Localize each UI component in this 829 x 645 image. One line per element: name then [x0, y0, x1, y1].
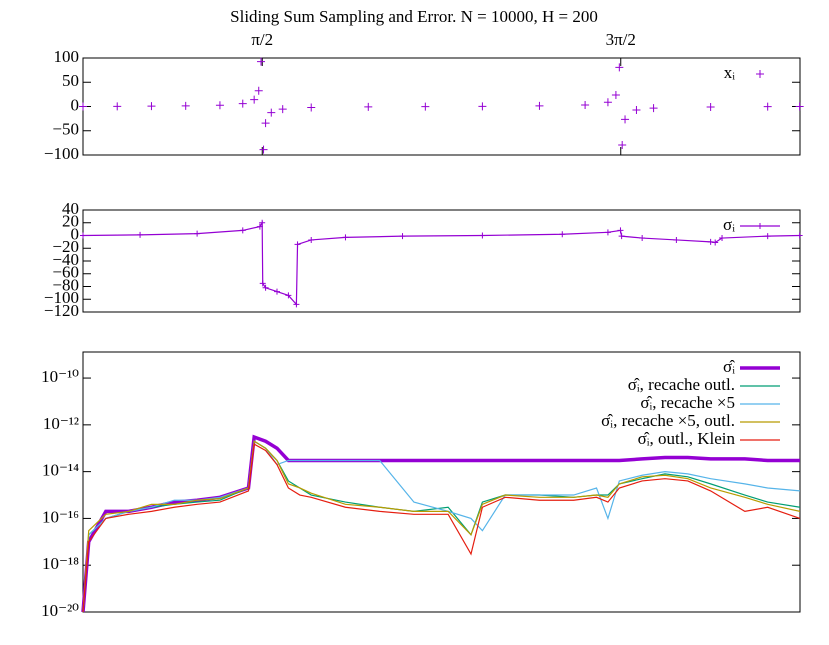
- y-tick-label: 40: [62, 199, 79, 218]
- point-marker: [399, 233, 406, 240]
- x-tick-label: π/2: [251, 30, 273, 49]
- point-marker: [617, 227, 624, 234]
- point-marker: [615, 63, 624, 72]
- point-marker: [285, 292, 292, 299]
- y-tick-label: 50: [62, 71, 79, 90]
- y-tick-label: −20: [52, 237, 79, 256]
- y-tick-label: 10⁻¹²: [43, 414, 79, 433]
- point-marker: [267, 108, 276, 117]
- point-marker: [215, 101, 224, 110]
- series-line: [82, 443, 801, 613]
- legend-label: xᵢ: [724, 63, 736, 82]
- y-tick-label: −100: [44, 288, 79, 307]
- y-tick-label: −50: [52, 120, 79, 139]
- series-line: [81, 434, 800, 613]
- point-marker: [250, 95, 259, 104]
- point-marker: [611, 91, 620, 100]
- point-marker: [273, 288, 280, 295]
- point-marker: [618, 233, 625, 240]
- y-tick-label: 0: [71, 95, 80, 114]
- y-tick-label: 0: [71, 224, 80, 243]
- point-marker: [639, 235, 646, 242]
- point-marker: [478, 102, 487, 111]
- series-line: [82, 440, 801, 613]
- y-tick-label: 10⁻¹⁰: [41, 367, 79, 386]
- point-marker: [364, 102, 373, 111]
- point-marker: [649, 104, 658, 113]
- point-marker: [238, 99, 247, 108]
- point-marker: [421, 102, 430, 111]
- point-marker: [79, 102, 87, 111]
- legend-label: σᵢ: [723, 215, 735, 234]
- point-marker: [796, 232, 803, 239]
- point-marker: [259, 219, 266, 226]
- y-tick-label: 10⁻¹⁴: [42, 461, 79, 480]
- legend-marker: [757, 223, 763, 229]
- series-line: [82, 220, 800, 306]
- point-marker: [256, 223, 263, 230]
- chart-title: Sliding Sum Sampling and Error. N = 1000…: [230, 7, 598, 26]
- point-marker: [712, 239, 719, 246]
- point-marker: [181, 101, 190, 110]
- point-marker: [535, 101, 544, 110]
- point-marker: [308, 236, 315, 243]
- point-marker: [603, 98, 612, 107]
- point-marker: [278, 105, 287, 114]
- plot-frame: [82, 351, 801, 613]
- legend-label: σ̂ᵢ, outl., Klein: [638, 429, 736, 448]
- point-marker: [632, 105, 641, 114]
- point-marker: [479, 232, 486, 239]
- point-marker: [137, 231, 144, 238]
- point-marker: [294, 241, 301, 248]
- point-marker: [307, 103, 316, 112]
- point-marker: [259, 145, 268, 154]
- y-tick-label: −80: [52, 275, 79, 294]
- legend-label: σ̂ᵢ, recache ×5, outl.: [601, 411, 735, 430]
- point-marker: [673, 236, 680, 243]
- point-marker: [254, 86, 263, 95]
- point-marker: [618, 141, 627, 150]
- point-marker: [293, 301, 300, 308]
- point-marker: [113, 102, 122, 111]
- point-marker: [795, 102, 804, 111]
- y-tick-label: 20: [62, 212, 79, 231]
- point-marker: [80, 232, 86, 239]
- y-tick-label: 100: [54, 47, 80, 66]
- point-marker: [342, 234, 349, 241]
- series-line: [82, 440, 801, 613]
- y-tick-label: 10⁻²⁰: [41, 601, 79, 620]
- legend-label: σ̂ᵢ: [723, 357, 735, 376]
- point-marker: [194, 230, 201, 237]
- point-marker: [259, 280, 266, 287]
- plot-frame: [82, 57, 801, 156]
- legend-label: σ̂ᵢ, recache outl.: [628, 375, 735, 394]
- point-marker: [707, 238, 714, 245]
- y-tick-label: −120: [44, 301, 79, 320]
- point-marker: [257, 57, 266, 66]
- legend-label: σ̂ᵢ, recache ×5: [640, 393, 735, 412]
- plot-frame: [82, 209, 801, 313]
- point-marker: [604, 229, 611, 236]
- point-marker: [581, 100, 590, 109]
- point-marker: [763, 102, 772, 111]
- series-line: [82, 440, 801, 613]
- point-marker: [706, 102, 715, 111]
- point-marker: [559, 231, 566, 238]
- y-tick-label: −40: [52, 250, 79, 269]
- y-tick-label: 10⁻¹⁶: [42, 507, 79, 526]
- point-marker: [262, 284, 269, 291]
- point-marker: [239, 227, 246, 234]
- point-marker: [764, 233, 771, 240]
- point-marker: [719, 235, 726, 242]
- point-marker: [147, 102, 156, 111]
- legend-marker: [756, 70, 764, 78]
- point-marker: [261, 119, 270, 128]
- y-tick-label: −60: [52, 263, 79, 282]
- y-tick-label: 10⁻¹⁸: [42, 554, 79, 573]
- point-marker: [621, 115, 630, 124]
- y-tick-label: −100: [44, 144, 79, 163]
- x-tick-label: 3π/2: [606, 30, 636, 49]
